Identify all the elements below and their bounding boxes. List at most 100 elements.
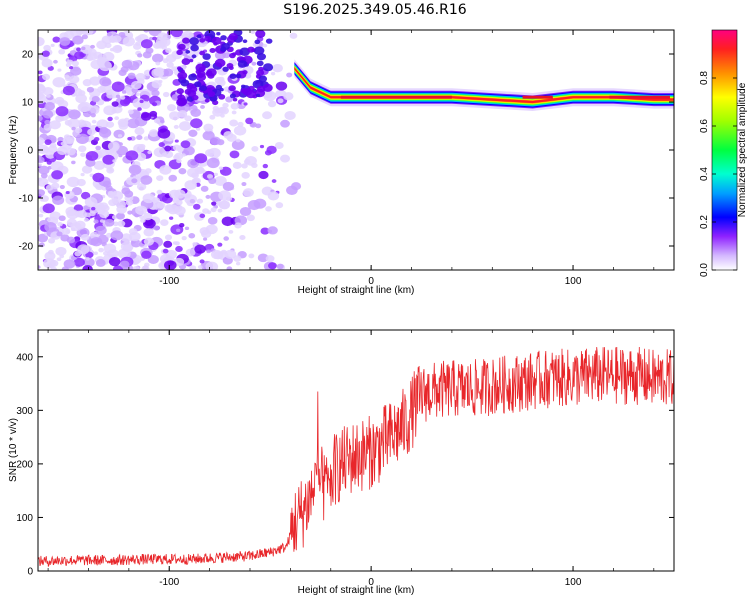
spectrogram-cluster-blob bbox=[199, 85, 208, 92]
spectrogram-noise-blob bbox=[135, 73, 146, 82]
spectrogram-noise-blob bbox=[267, 191, 280, 201]
spectrogram-noise-blob bbox=[141, 250, 152, 260]
spectrogram-noise-blob bbox=[222, 181, 235, 191]
spectrogram-noise-blob bbox=[38, 156, 45, 164]
spectrogram-ridge-band bbox=[294, 67, 674, 104]
spectrogram-noise-blob bbox=[50, 266, 57, 270]
spectrogram-noise-blob bbox=[140, 175, 153, 185]
spectrogram-noise-blob bbox=[44, 222, 57, 233]
spectrogram-noise-blob bbox=[62, 85, 75, 96]
spectrogram-noise-blob bbox=[81, 165, 93, 174]
colorbar-tick-label: 0.8 bbox=[699, 71, 710, 85]
spectrogram-noise-blob bbox=[93, 136, 100, 142]
spectrogram-noise-blob bbox=[164, 234, 173, 241]
spectrogram-cluster-blob bbox=[249, 22, 258, 30]
spectrogram-noise-blob bbox=[162, 248, 169, 254]
spectrogram-noise-blob bbox=[172, 197, 180, 204]
spectrogram-noise-blob bbox=[63, 259, 76, 269]
spectrogram-noise-blob bbox=[75, 93, 87, 104]
spectrogram-noise-blob bbox=[81, 46, 86, 51]
spectrogram-noise-blob bbox=[192, 242, 197, 246]
spectrogram-noise-blob bbox=[80, 152, 86, 157]
spectrogram-noise-blob bbox=[74, 210, 84, 218]
spectrogram-noise-blob bbox=[250, 30, 256, 35]
spectrogram-noise-blob bbox=[140, 218, 146, 223]
spectrogram-noise-blob bbox=[45, 184, 54, 191]
spectrogram-noise-blob bbox=[136, 183, 147, 191]
spectrogram-noise-blob bbox=[38, 265, 41, 269]
spectrogram-noise-blob bbox=[80, 191, 91, 200]
spectrogram-noise-blob bbox=[222, 51, 231, 59]
spectrogram-noise-blob bbox=[38, 213, 44, 218]
spectrogram-cluster-blob bbox=[196, 34, 202, 39]
spectrogram-noise-blob bbox=[127, 109, 134, 115]
spectrogram-noise-blob bbox=[184, 180, 197, 191]
spectrogram-noise-blob bbox=[44, 119, 51, 125]
spectrogram-noise-blob bbox=[49, 259, 59, 267]
spectrogram-noise-blob bbox=[116, 212, 125, 220]
spectrogram-noise-blob bbox=[233, 255, 242, 262]
spectrogram-noise-blob bbox=[80, 233, 90, 241]
spectrogram-noise-blob bbox=[42, 203, 55, 214]
spectrogram-noise-blob bbox=[258, 170, 269, 180]
spectrogram-noise-blob bbox=[110, 230, 124, 241]
spectrogram-noise-blob bbox=[91, 119, 97, 124]
spectrogram-noise-blob bbox=[38, 163, 42, 167]
spectrogram-cluster-blob bbox=[202, 53, 211, 60]
spectrogram-noise-blob bbox=[114, 116, 120, 121]
spectrogram-noise-blob bbox=[38, 177, 49, 187]
spectrogram-noise-blob bbox=[251, 61, 257, 66]
spectrogram-cluster-blob bbox=[228, 65, 234, 71]
spectrogram-noise-blob bbox=[170, 30, 183, 38]
spectrogram-noise-blob bbox=[184, 115, 192, 122]
spectrogram-noise-blob bbox=[132, 265, 140, 270]
spectrogram-noise-blob bbox=[144, 168, 152, 174]
spectrogram-cluster-blob bbox=[247, 46, 255, 53]
spectrogram-cluster-blob bbox=[214, 58, 226, 68]
spectrogram-noise-blob bbox=[67, 118, 81, 129]
spectrogram-cluster-blob bbox=[216, 32, 221, 36]
snr-y-tick-label: 0 bbox=[27, 567, 33, 578]
spectrogram-noise-blob bbox=[69, 66, 74, 70]
spectrogram-noise-blob bbox=[202, 208, 210, 214]
spectrogram-ridge-band bbox=[294, 66, 674, 105]
spectrogram-cluster-blob bbox=[221, 42, 230, 51]
spectrogram-noise-blob bbox=[270, 71, 276, 76]
spectrogram-cluster-blob bbox=[185, 49, 191, 54]
spectrogram-cluster-blob bbox=[232, 52, 237, 56]
spectrogram-noise-blob bbox=[84, 197, 98, 208]
spectrogram-noise-blob bbox=[44, 102, 56, 111]
spectrogram-noise-blob bbox=[267, 226, 278, 235]
colorbar: 0.0 0.2 0.4 0.6 0.8 Normalized spectral ampl… bbox=[699, 29, 748, 277]
spectrogram-noise-blob bbox=[143, 212, 153, 221]
spectrogram-cluster-blob bbox=[207, 90, 216, 98]
spectrogram-noise-blob bbox=[102, 51, 115, 62]
snr-panel: -100 0 100 400 300 200 100 0 bbox=[16, 329, 675, 588]
spectrogram-noise-blob bbox=[74, 127, 83, 134]
spectrogram-noise-blob bbox=[77, 102, 90, 113]
spectrogram-noise-blob bbox=[262, 43, 268, 48]
spectrogram-y-tick-label: 10 bbox=[22, 98, 34, 109]
spectrogram-cluster-blob bbox=[229, 93, 236, 99]
spectrogram-noise-blob bbox=[235, 261, 241, 266]
spectrogram-noise-blob bbox=[61, 227, 71, 235]
snr-x-tick-label: -100 bbox=[159, 577, 179, 588]
spectrogram-noise-blob bbox=[123, 98, 131, 105]
spectrogram-noise-blob bbox=[38, 242, 45, 248]
spectrogram-noise-blob bbox=[188, 129, 198, 137]
spectrogram-noise-blob bbox=[140, 112, 152, 121]
spectrogram-noise-blob bbox=[233, 125, 247, 136]
spectrogram-noise-blob bbox=[90, 236, 103, 247]
spectrogram-noise-blob bbox=[99, 202, 109, 210]
spectrogram-noise-blob bbox=[40, 198, 45, 202]
spectrogram-cluster-blob bbox=[191, 54, 197, 59]
spectrogram-noise-blob bbox=[166, 61, 174, 68]
spectrogram-noise-blob bbox=[196, 127, 201, 131]
spectrogram-noise-blob bbox=[66, 147, 76, 156]
snr-y-tick-label: 100 bbox=[16, 513, 33, 524]
spectrogram-y-tick-label: -10 bbox=[19, 194, 34, 205]
spectrogram-noise-blob bbox=[81, 34, 88, 40]
spectrogram-noise-blob bbox=[53, 59, 58, 64]
spectrogram-ridge-band bbox=[294, 66, 674, 104]
